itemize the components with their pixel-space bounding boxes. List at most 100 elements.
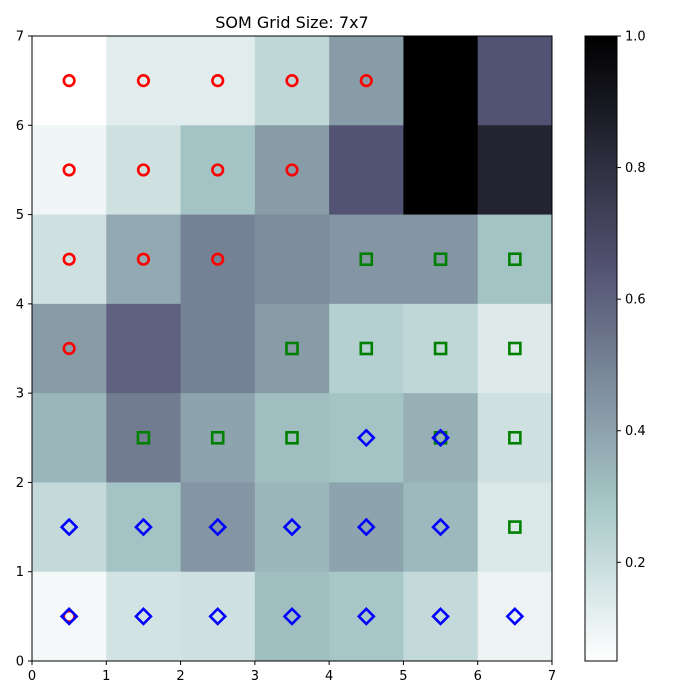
heatmap-cell	[32, 125, 107, 215]
square-marker	[285, 341, 299, 356]
heatmap-cell	[32, 571, 107, 662]
heatmap-cell	[403, 36, 479, 126]
circle-marker	[62, 252, 76, 266]
heatmap-cell	[329, 303, 404, 394]
heatmap-cell	[180, 571, 256, 662]
x-tick-label: 0	[28, 669, 36, 684]
heatmap-cell	[477, 125, 553, 215]
x-tick-label: 5	[399, 669, 407, 684]
square-marker	[285, 430, 299, 445]
marker-layer	[59, 74, 525, 626]
heatmap-cell	[329, 214, 404, 305]
circle-marker	[211, 163, 225, 177]
square-marker	[210, 430, 225, 445]
x-tick-label: 7	[548, 669, 556, 684]
diamond-marker	[356, 428, 376, 448]
square-marker	[433, 430, 448, 445]
heatmap-cell	[254, 482, 330, 573]
heatmap-cell	[32, 214, 107, 305]
circle-marker	[62, 74, 76, 88]
heatmap-cell	[180, 125, 256, 215]
diamond-marker	[282, 517, 302, 537]
circle-marker	[136, 74, 151, 88]
heatmap-cell	[106, 214, 181, 305]
square-marker	[508, 520, 522, 534]
heatmap-cell	[106, 36, 181, 126]
circle-marker	[136, 252, 151, 266]
heatmap-cell	[32, 482, 107, 573]
y-tick-label: 0	[16, 655, 24, 670]
x-tick-label: 1	[102, 669, 110, 684]
x-tick-label: 4	[325, 669, 333, 684]
colorbar-tick-label: 0.6	[625, 293, 646, 308]
circle-marker	[62, 341, 76, 356]
square-marker	[359, 252, 374, 267]
circle-marker	[211, 252, 225, 266]
heatmap-cell	[180, 214, 256, 305]
y-tick-label: 7	[16, 30, 24, 45]
circle-marker	[359, 74, 373, 88]
diamond-marker	[505, 607, 525, 626]
diamond-marker	[134, 517, 153, 537]
chart-title: SOM Grid Size: 7x7	[215, 13, 368, 32]
y-tick-label: 5	[16, 208, 24, 223]
colorbar-tick-label: 1.0	[625, 30, 646, 45]
heatmap-cell	[403, 303, 479, 394]
diamond-marker	[356, 607, 376, 626]
x-axis: 0 1 2 3 4 5 6 7	[28, 661, 556, 684]
circle-marker	[62, 163, 76, 177]
heatmap-cell	[254, 393, 330, 483]
circle-marker	[62, 609, 76, 623]
circle-marker	[285, 74, 299, 88]
colorbar-tick-label: 0.8	[625, 161, 646, 176]
square-marker	[136, 430, 151, 445]
diamond-marker	[356, 517, 376, 537]
heatmap-cell	[329, 482, 404, 573]
heatmap-cell	[106, 125, 181, 215]
x-tick-label: 6	[474, 669, 482, 684]
x-tick-label: 2	[176, 669, 184, 684]
heatmap-cell	[32, 36, 107, 126]
heatmap-cell	[254, 571, 330, 662]
colorbar-tick-label: 0.2	[625, 556, 646, 571]
heatmap-cell	[329, 571, 404, 662]
colorbar	[584, 35, 618, 662]
heatmap-cell	[329, 393, 404, 483]
heatmap-cell	[477, 571, 553, 662]
y-tick-label: 1	[16, 565, 24, 580]
square-marker	[508, 252, 522, 267]
heatmap-cell	[180, 36, 256, 126]
heatmap-cell	[106, 571, 181, 662]
heatmap-cell	[477, 303, 553, 394]
heatmap-cell	[254, 303, 330, 394]
y-tick-label: 3	[16, 387, 24, 402]
square-marker	[433, 252, 448, 267]
heatmap-cell	[477, 214, 553, 305]
diamond-marker	[208, 607, 228, 626]
heatmap-cell	[329, 36, 404, 126]
square-marker	[359, 341, 374, 356]
circle-marker	[285, 163, 299, 177]
circle-marker	[136, 163, 151, 177]
diamond-marker	[431, 428, 450, 448]
diamond-marker	[134, 607, 153, 626]
heatmap-cell	[403, 393, 479, 483]
square-marker	[508, 430, 522, 445]
heatmap-cell	[254, 125, 330, 215]
heatmap-cell	[254, 36, 330, 126]
heatmap-cell	[180, 393, 256, 483]
diamond-marker	[282, 607, 302, 626]
diamond-marker	[208, 517, 228, 537]
heatmap-cell	[180, 482, 256, 573]
y-tick-label: 2	[16, 476, 24, 491]
heatmap-cell	[403, 571, 479, 662]
square-marker	[433, 341, 448, 356]
heatmap-cell	[403, 125, 479, 215]
heatmap-cell	[32, 303, 107, 394]
heatmap-cell	[329, 125, 404, 215]
square-marker	[508, 341, 522, 356]
y-tick-label: 6	[16, 119, 24, 134]
colorbar-axis: 0.2 0.4 0.6 0.8 1.0	[617, 30, 646, 571]
diamond-marker	[431, 517, 450, 537]
